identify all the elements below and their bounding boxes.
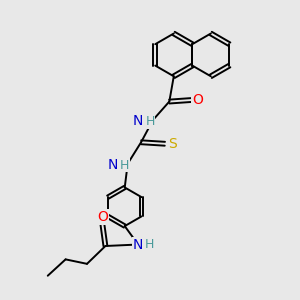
Text: H: H <box>145 115 155 128</box>
Text: H: H <box>120 159 129 172</box>
Text: N: N <box>133 115 143 128</box>
Text: S: S <box>168 137 177 151</box>
Text: H: H <box>145 238 154 251</box>
Text: N: N <box>132 238 143 251</box>
Text: O: O <box>97 210 108 224</box>
Text: O: O <box>192 93 203 107</box>
Text: N: N <box>108 158 118 172</box>
